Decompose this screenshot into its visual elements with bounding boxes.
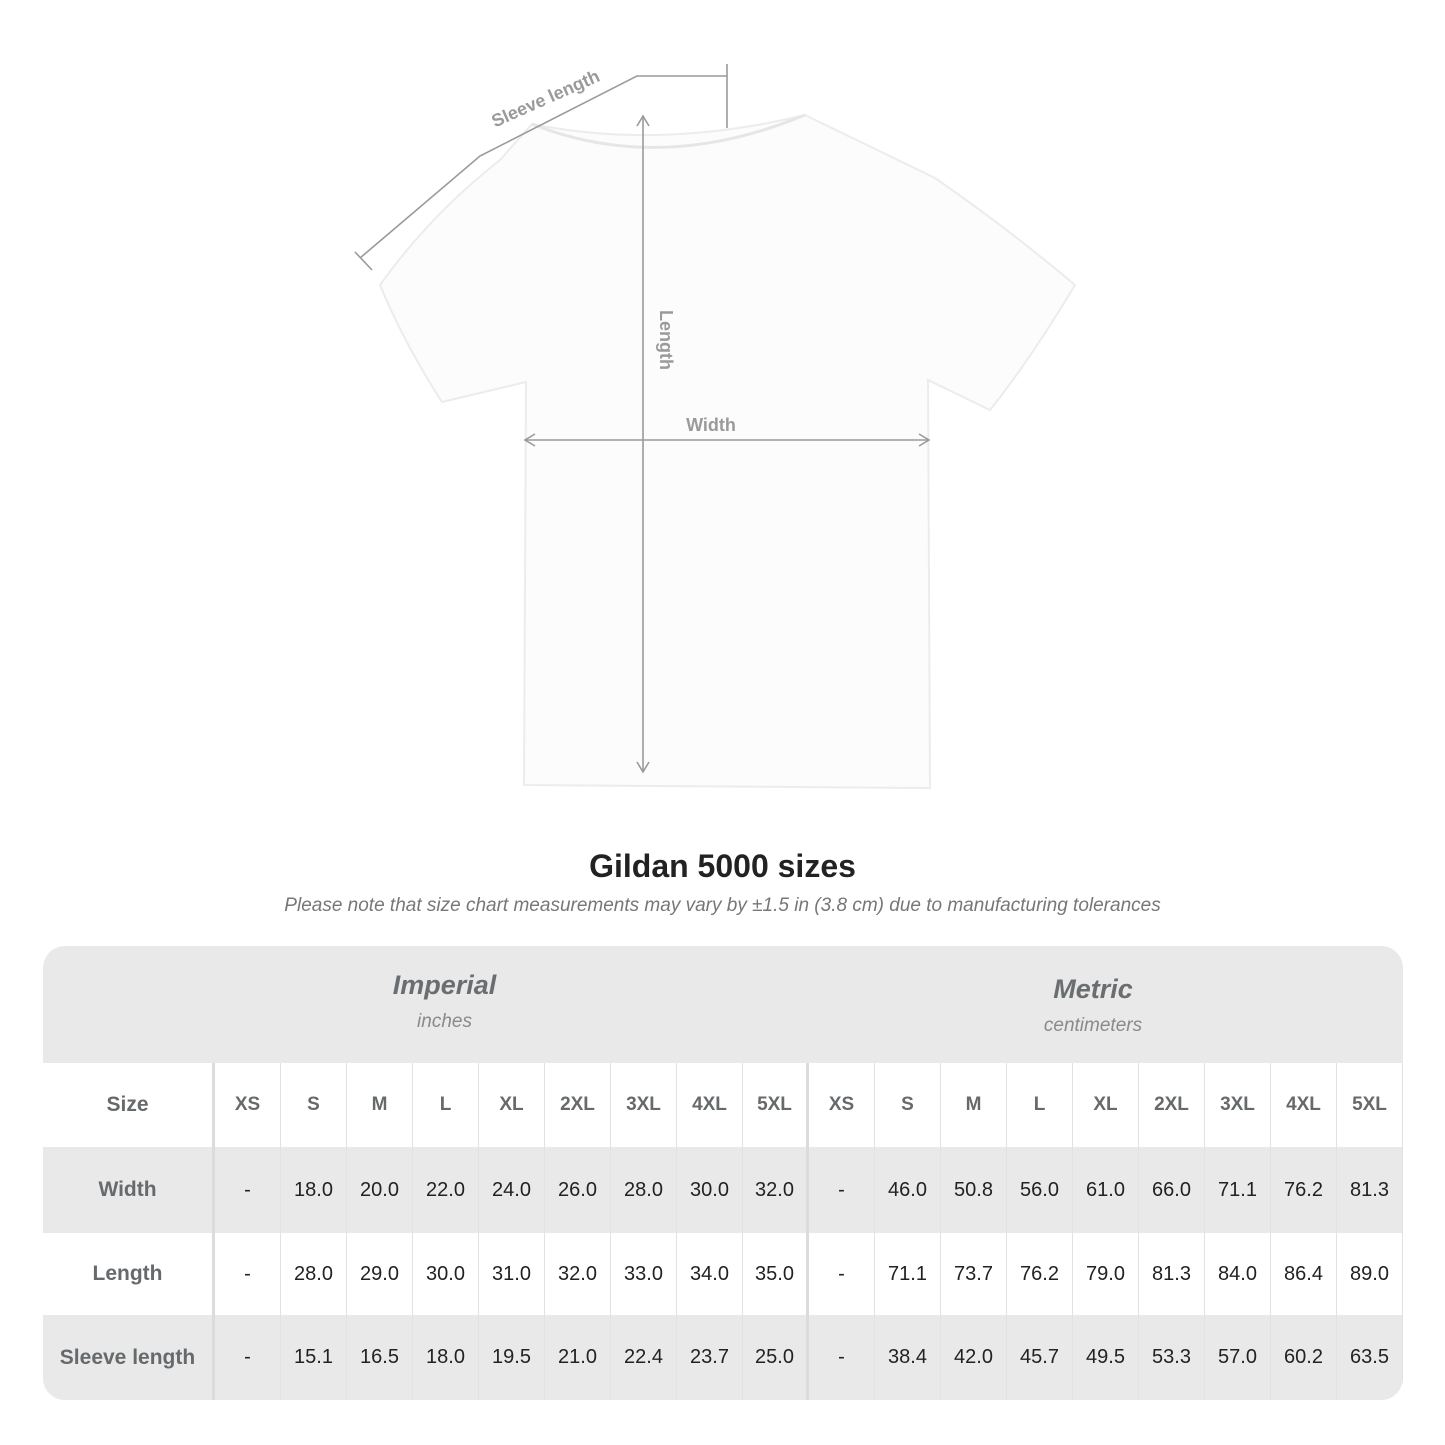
metric-value-cell: 71.1 <box>1205 1147 1271 1233</box>
imperial-size-header: XL <box>479 1063 545 1147</box>
imperial-value-cell: - <box>215 1315 281 1400</box>
imperial-value-cell: 16.5 <box>347 1315 413 1400</box>
imperial-value-cell: 18.0 <box>281 1147 347 1233</box>
metric-value-cell: 71.1 <box>875 1233 941 1315</box>
row-label: Sleeve length <box>43 1315 215 1400</box>
table-row: Length -28.0 29.0 30.0 31.0 32.0 33.0 34.0 35.0-… <box>43 1233 1403 1315</box>
imperial-value-cell: 24.0 <box>479 1147 545 1233</box>
metric-value-cell: 49.5 <box>1073 1315 1139 1400</box>
imperial-size-header: 5XL <box>743 1063 809 1147</box>
metric-unit: centimeters <box>1043 1015 1143 1036</box>
imperial-value-cell: - <box>215 1147 281 1233</box>
metric-title: Metric <box>1053 974 1133 1004</box>
imperial-value-cell: 19.5 <box>479 1315 545 1400</box>
imperial-value-cell: 31.0 <box>479 1233 545 1315</box>
metric-value-cell: 61.0 <box>1073 1147 1139 1233</box>
imperial-value-cell: 26.0 <box>545 1147 611 1233</box>
imperial-size-header: 2XL <box>545 1063 611 1147</box>
imperial-value-cell: 34.0 <box>677 1233 743 1315</box>
imperial-value-cell: 25.0 <box>743 1315 809 1400</box>
metric-size-header: XS <box>809 1063 875 1147</box>
metric-value-cell: 50.8 <box>941 1147 1007 1233</box>
page-title: Gildan 5000 sizes <box>589 848 856 884</box>
table-row: Width -18.0 20.0 22.0 24.0 26.0 28.0 30.0 32.0-4… <box>43 1147 1403 1233</box>
imperial-value-cell: 29.0 <box>347 1233 413 1315</box>
imperial-size-header: L <box>413 1063 479 1147</box>
metric-value-cell: 86.4 <box>1271 1233 1337 1315</box>
imperial-value-cell: - <box>215 1233 281 1315</box>
metric-value-cell: 76.2 <box>1007 1233 1073 1315</box>
row-label: Length <box>43 1233 215 1315</box>
imperial-value-cell: 21.0 <box>545 1315 611 1400</box>
metric-value-cell: - <box>809 1233 875 1315</box>
imperial-value-cell: 30.0 <box>677 1147 743 1233</box>
imperial-size-header: S <box>281 1063 347 1147</box>
imperial-value-cell: 30.0 <box>413 1233 479 1315</box>
sleeve-length-label: Sleeve length <box>488 66 602 131</box>
metric-size-header: M <box>941 1063 1007 1147</box>
size-header-row: Size XS S M L XL 2XL 3XL 4XL 5XL XS S M L XL 2XL 3XL 4XL 5… <box>43 1063 1403 1147</box>
metric-value-cell: 81.3 <box>1139 1233 1205 1315</box>
metric-size-header: L <box>1007 1063 1073 1147</box>
imperial-title: Imperial <box>392 970 497 1000</box>
metric-size-header: 2XL <box>1139 1063 1205 1147</box>
metric-value-cell: 76.2 <box>1271 1147 1337 1233</box>
tolerance-note: Please note that size chart measurements… <box>284 895 1161 916</box>
tshirt-illustration <box>378 113 1077 790</box>
measurement-lines <box>354 64 931 774</box>
metric-value-cell: 84.0 <box>1205 1233 1271 1315</box>
imperial-value-cell: 35.0 <box>743 1233 809 1315</box>
metric-value-cell: 66.0 <box>1139 1147 1205 1233</box>
metric-value-cell: 79.0 <box>1073 1233 1139 1315</box>
imperial-header: Imperial inches <box>215 946 674 1087</box>
metric-value-cell: 73.7 <box>941 1233 1007 1315</box>
metric-value-cell: 45.7 <box>1007 1315 1073 1400</box>
length-label: Length <box>656 310 676 370</box>
metric-header: Metric centimeters <box>809 946 1377 1091</box>
metric-value-cell: 53.3 <box>1139 1315 1205 1400</box>
tshirt-diagram: Sleeve length Length Width <box>354 64 1077 790</box>
metric-size-header: S <box>875 1063 941 1147</box>
imperial-size-header: XS <box>215 1063 281 1147</box>
metric-value-cell: 63.5 <box>1337 1315 1403 1400</box>
metric-size-header: 4XL <box>1271 1063 1337 1147</box>
metric-value-cell: - <box>809 1147 875 1233</box>
metric-value-cell: 57.0 <box>1205 1315 1271 1400</box>
metric-size-header: 3XL <box>1205 1063 1271 1147</box>
collar <box>531 113 806 149</box>
imperial-value-cell: 15.1 <box>281 1315 347 1400</box>
metric-size-header: 5XL <box>1337 1063 1403 1147</box>
imperial-value-cell: 32.0 <box>743 1147 809 1233</box>
imperial-value-cell: 32.0 <box>545 1233 611 1315</box>
size-label: Size <box>43 1063 215 1147</box>
metric-value-cell: 38.4 <box>875 1315 941 1400</box>
imperial-size-header: 4XL <box>677 1063 743 1147</box>
metric-size-header: XL <box>1073 1063 1139 1147</box>
imperial-value-cell: 22.4 <box>611 1315 677 1400</box>
imperial-value-cell: 33.0 <box>611 1233 677 1315</box>
imperial-size-header: M <box>347 1063 413 1147</box>
imperial-unit: inches <box>417 1011 472 1032</box>
imperial-value-cell: 28.0 <box>281 1233 347 1315</box>
metric-value-cell: - <box>809 1315 875 1400</box>
metric-value-cell: 60.2 <box>1271 1315 1337 1400</box>
width-label: Width <box>686 415 736 435</box>
table-row: Sleeve length -15.1 16.5 18.0 19.5 21.0 22.4 23… <box>43 1315 1403 1400</box>
imperial-value-cell: 22.0 <box>413 1147 479 1233</box>
imperial-size-header: 3XL <box>611 1063 677 1147</box>
imperial-value-cell: 23.7 <box>677 1315 743 1400</box>
metric-value-cell: 56.0 <box>1007 1147 1073 1233</box>
imperial-value-cell: 20.0 <box>347 1147 413 1233</box>
metric-value-cell: 46.0 <box>875 1147 941 1233</box>
metric-value-cell: 81.3 <box>1337 1147 1403 1233</box>
size-table: Imperial inches Metric centimeters Size X… <box>43 946 1403 1400</box>
metric-value-cell: 89.0 <box>1337 1233 1403 1315</box>
metric-value-cell: 42.0 <box>941 1315 1007 1400</box>
imperial-value-cell: 28.0 <box>611 1147 677 1233</box>
imperial-value-cell: 18.0 <box>413 1315 479 1400</box>
row-label: Width <box>43 1147 215 1233</box>
